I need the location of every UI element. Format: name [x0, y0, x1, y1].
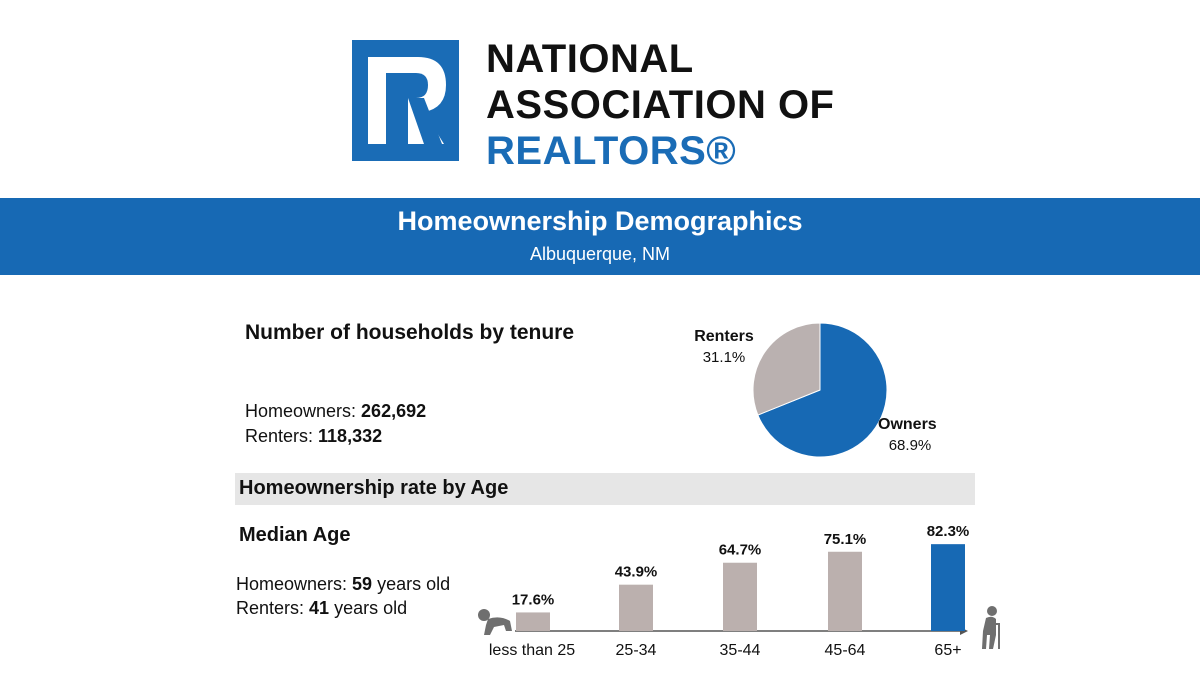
bar-category-label: 45-64: [825, 642, 866, 659]
homeowners-count-value: 262,692: [361, 401, 427, 421]
bar-35-44: [723, 562, 757, 631]
bar-25-34: [619, 584, 653, 631]
bar-value-label: 64.7%: [719, 542, 762, 559]
pie-label-owners: Owners: [878, 416, 937, 433]
title-banner: Homeownership Demographics Albuquerque, …: [0, 198, 1200, 275]
bar-value-label: 17.6%: [512, 591, 555, 608]
renters-median-label: Renters:: [236, 598, 310, 618]
tenure-pie-chart: Owners 68.9% Renters 31.1%: [694, 322, 937, 458]
nar-logo: NATIONAL ASSOCIATION OF REALTORS®: [352, 37, 872, 173]
logo-line-1: NATIONAL: [486, 37, 694, 81]
pie-value-renters: 31.1%: [703, 349, 746, 366]
bar-45-64: [828, 551, 862, 631]
pie-slice-renters: [752, 322, 821, 416]
age-section-header: Homeownership rate by Age: [235, 473, 975, 505]
bar-category-label: less than 25: [489, 642, 575, 659]
bar-category-label: 65+: [934, 642, 961, 659]
bar-value-label: 43.9%: [615, 564, 658, 581]
homeowners-count: Homeowners: 262,692: [245, 401, 426, 422]
homeowners-median-age: Homeowners: 59 years old: [236, 574, 450, 595]
renters-count-value: 118,332: [318, 426, 383, 446]
bar-65plus: [931, 544, 965, 631]
renters-median-value: 41: [309, 598, 330, 618]
bar-less-than-25: [516, 612, 550, 631]
bar-value-label: 75.1%: [824, 531, 867, 548]
bar-value-label: 82.3%: [927, 523, 970, 540]
crawling-baby-icon: [478, 609, 512, 635]
page-title: Homeownership Demographics: [397, 206, 803, 236]
median-age-title: Median Age: [239, 524, 351, 546]
pie-value-owners: 68.9%: [889, 437, 932, 454]
elderly-person-with-cane-icon: [982, 606, 1000, 649]
homeowners-median-label: Homeowners:: [236, 574, 353, 594]
pie-label-renters: Renters: [694, 328, 754, 345]
pie-slice-owners: [757, 322, 888, 458]
page-subtitle: Albuquerque, NM: [529, 244, 671, 264]
renters-median-age: Renters: 41 years old: [236, 598, 407, 619]
age-ownership-bar-chart: 17.6% less than 25 43.9% 25-34 64.7% 35-44 75.…: [478, 523, 1000, 659]
logo-wordmark: NATIONAL ASSOCIATION OF REALTORS®: [486, 36, 834, 174]
age-section-title: Homeownership rate by Age: [239, 477, 509, 499]
households-title: Number of households by tenure: [245, 321, 575, 344]
bar-category-label: 25-34: [616, 642, 657, 659]
homeowners-count-label: Homeowners:: [245, 401, 362, 421]
renters-count-label: Renters:: [245, 426, 319, 446]
logo-line-3: REALTORS®: [486, 129, 737, 173]
nar-r-logo-icon: [352, 40, 459, 161]
homeowners-median-suffix: years old: [372, 574, 451, 594]
renters-median-suffix: years old: [329, 598, 408, 618]
renters-count: Renters: 118,332: [245, 426, 382, 447]
homeowners-median-value: 59: [352, 574, 373, 594]
logo-line-2: ASSOCIATION OF: [486, 83, 835, 127]
bar-category-label: 35-44: [720, 642, 761, 659]
